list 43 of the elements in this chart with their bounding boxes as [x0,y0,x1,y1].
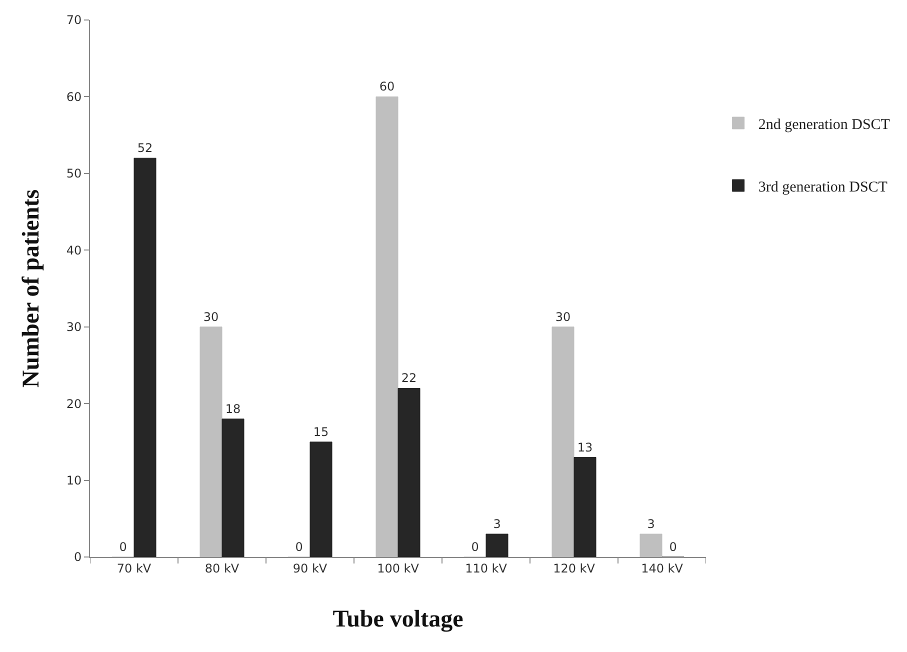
data-label: 0 [119,540,127,554]
x-tick-label: 110 kV [465,561,508,576]
y-tick-label: 20 [66,396,82,411]
y-tick-label: 0 [74,550,82,564]
x-tick-label: 90 kV [292,561,328,576]
bar [486,534,508,557]
data-label: 22 [401,371,417,386]
y-tick-label: 50 [66,166,82,181]
bar [310,442,332,557]
data-label: 13 [577,440,593,454]
data-label: 30 [203,310,219,324]
bar [398,388,420,557]
x-tick-label: 120 kV [553,561,596,576]
x-tick-label: 80 kV [204,561,240,576]
data-label: 18 [225,402,241,416]
y-tick-label: 10 [66,473,82,488]
data-label: 0 [295,540,303,554]
x-axis-title: Tube voltage [332,606,464,633]
bar [552,326,574,557]
data-label: 3 [493,516,501,531]
y-axis-title: Number of patients [18,189,44,388]
data-label: 30 [555,310,571,324]
bar [640,534,662,557]
bar [574,457,596,557]
data-label: 0 [471,540,479,554]
data-label: 3 [647,516,655,531]
bar [222,418,244,557]
data-label: 60 [379,80,395,94]
bar [200,326,222,557]
x-tick-label: 70 kV [116,561,152,576]
data-label: 52 [137,141,153,156]
data-label: 0 [669,540,677,554]
x-tick-label: 140 kV [641,561,684,576]
x-tick-label: 100 kV [377,561,420,576]
y-tick-label: 60 [66,90,82,104]
y-tick-label: 70 [66,13,82,28]
y-tick-label: 40 [66,243,82,258]
bar [134,158,156,557]
bar [376,96,398,557]
y-tick-label: 30 [66,320,82,334]
data-label: 15 [313,424,329,439]
legend-label: 2nd generation DSCT [758,116,890,133]
legend-label: 3rd generation DSCT [758,179,888,196]
